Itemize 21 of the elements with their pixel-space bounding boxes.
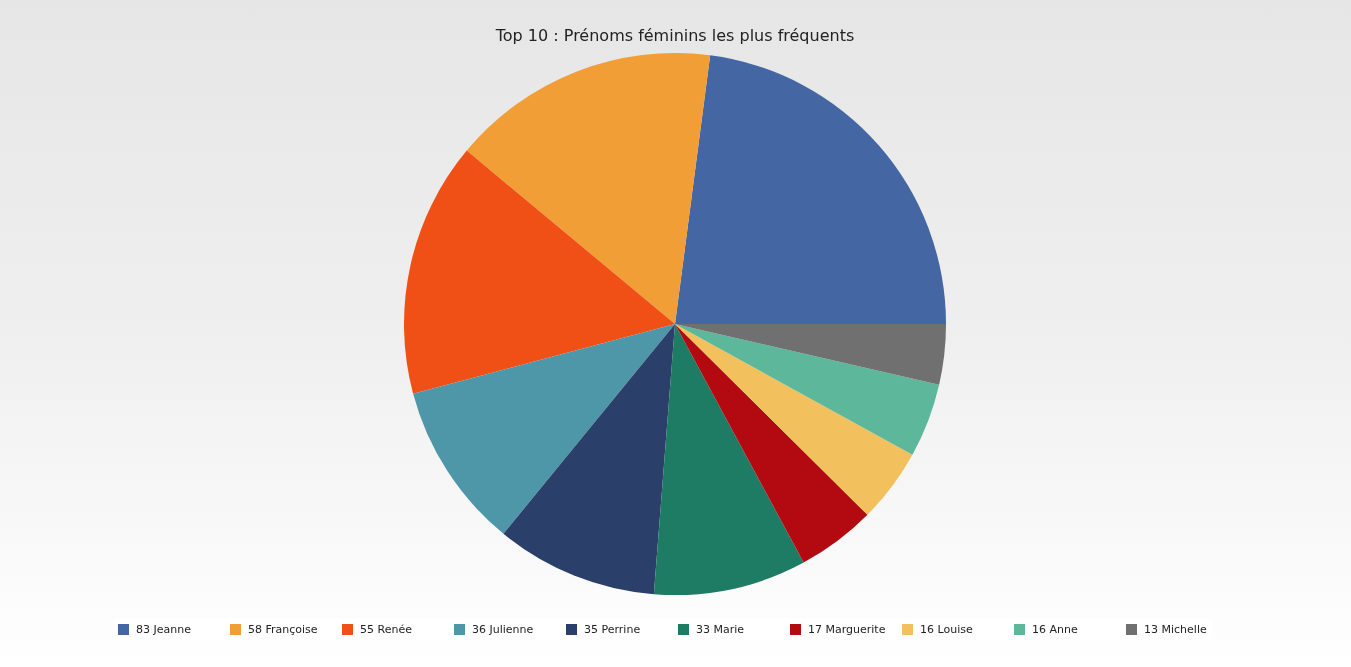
legend-label: 55 Renée: [360, 622, 413, 636]
pie-slice: [653, 324, 804, 595]
pie-slice: [413, 324, 675, 534]
legend-label: 16 Anne: [1032, 622, 1078, 636]
pie-slice: [675, 55, 946, 324]
pie-slice: [466, 53, 711, 324]
pie-slice: [404, 150, 675, 394]
legend-label: 58 Françoise: [248, 622, 318, 636]
legend-label: 35 Perrine: [584, 622, 641, 636]
legend-label: 83 Jeanne: [136, 622, 192, 636]
pie-slice: [675, 324, 940, 455]
legend-label: 13 Michelle: [1144, 622, 1207, 636]
legend-label: 33 Marie: [696, 622, 745, 636]
legend-label: 17 Marguerite: [808, 622, 886, 636]
pie-slice: [503, 324, 675, 595]
legend-label: 36 Julienne: [472, 622, 534, 636]
chart-title: Top 10 : Prénoms féminins les plus fréquents: [494, 26, 855, 45]
pie-slice: [675, 324, 946, 385]
legend-label: 16 Louise: [920, 622, 973, 636]
pie-slice: [675, 324, 913, 515]
pie-slice: [675, 324, 868, 563]
